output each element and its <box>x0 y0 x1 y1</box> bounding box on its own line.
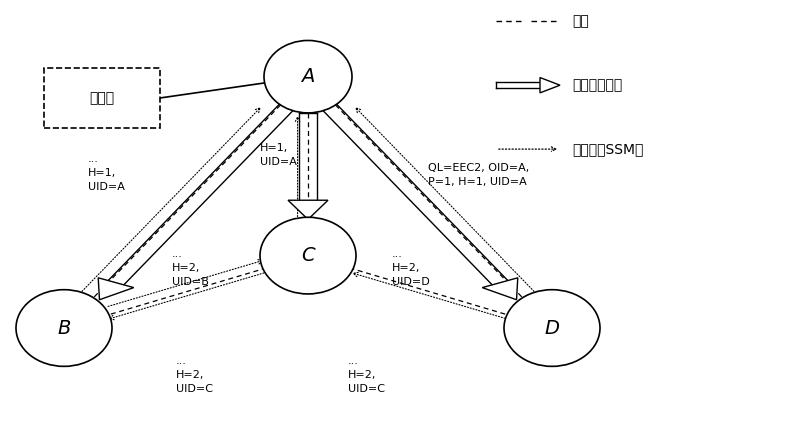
Polygon shape <box>482 278 518 300</box>
FancyBboxPatch shape <box>44 68 160 128</box>
Text: H=1,
UID=A: H=1, UID=A <box>260 144 297 167</box>
Text: B: B <box>58 319 70 337</box>
Text: ...
H=2,
UID=C: ... H=2, UID=C <box>348 356 385 394</box>
Text: 链路: 链路 <box>572 14 589 28</box>
Ellipse shape <box>260 217 356 294</box>
Text: A: A <box>302 67 314 86</box>
Ellipse shape <box>16 290 112 366</box>
Text: 时钟源: 时钟源 <box>90 91 114 105</box>
Polygon shape <box>540 78 560 93</box>
Text: ...
H=2,
UID=D: ... H=2, UID=D <box>392 249 430 288</box>
Text: 单向扩展SSM流: 单向扩展SSM流 <box>572 142 643 156</box>
Ellipse shape <box>504 290 600 366</box>
Polygon shape <box>288 200 328 219</box>
Ellipse shape <box>264 40 352 113</box>
Text: ...
H=2,
UID=C: ... H=2, UID=C <box>176 356 213 394</box>
Text: D: D <box>545 319 559 337</box>
Text: QL=EEC2, OID=A,
P=1, H=1, UID=A: QL=EEC2, OID=A, P=1, H=1, UID=A <box>428 163 530 187</box>
Text: 时钟跟踪关系: 时钟跟踪关系 <box>572 78 622 92</box>
Polygon shape <box>98 278 134 300</box>
Text: ...
H=1,
UID=A: ... H=1, UID=A <box>88 153 125 192</box>
Text: ...
H=2,
UID=B: ... H=2, UID=B <box>172 249 209 288</box>
Text: C: C <box>301 246 315 265</box>
